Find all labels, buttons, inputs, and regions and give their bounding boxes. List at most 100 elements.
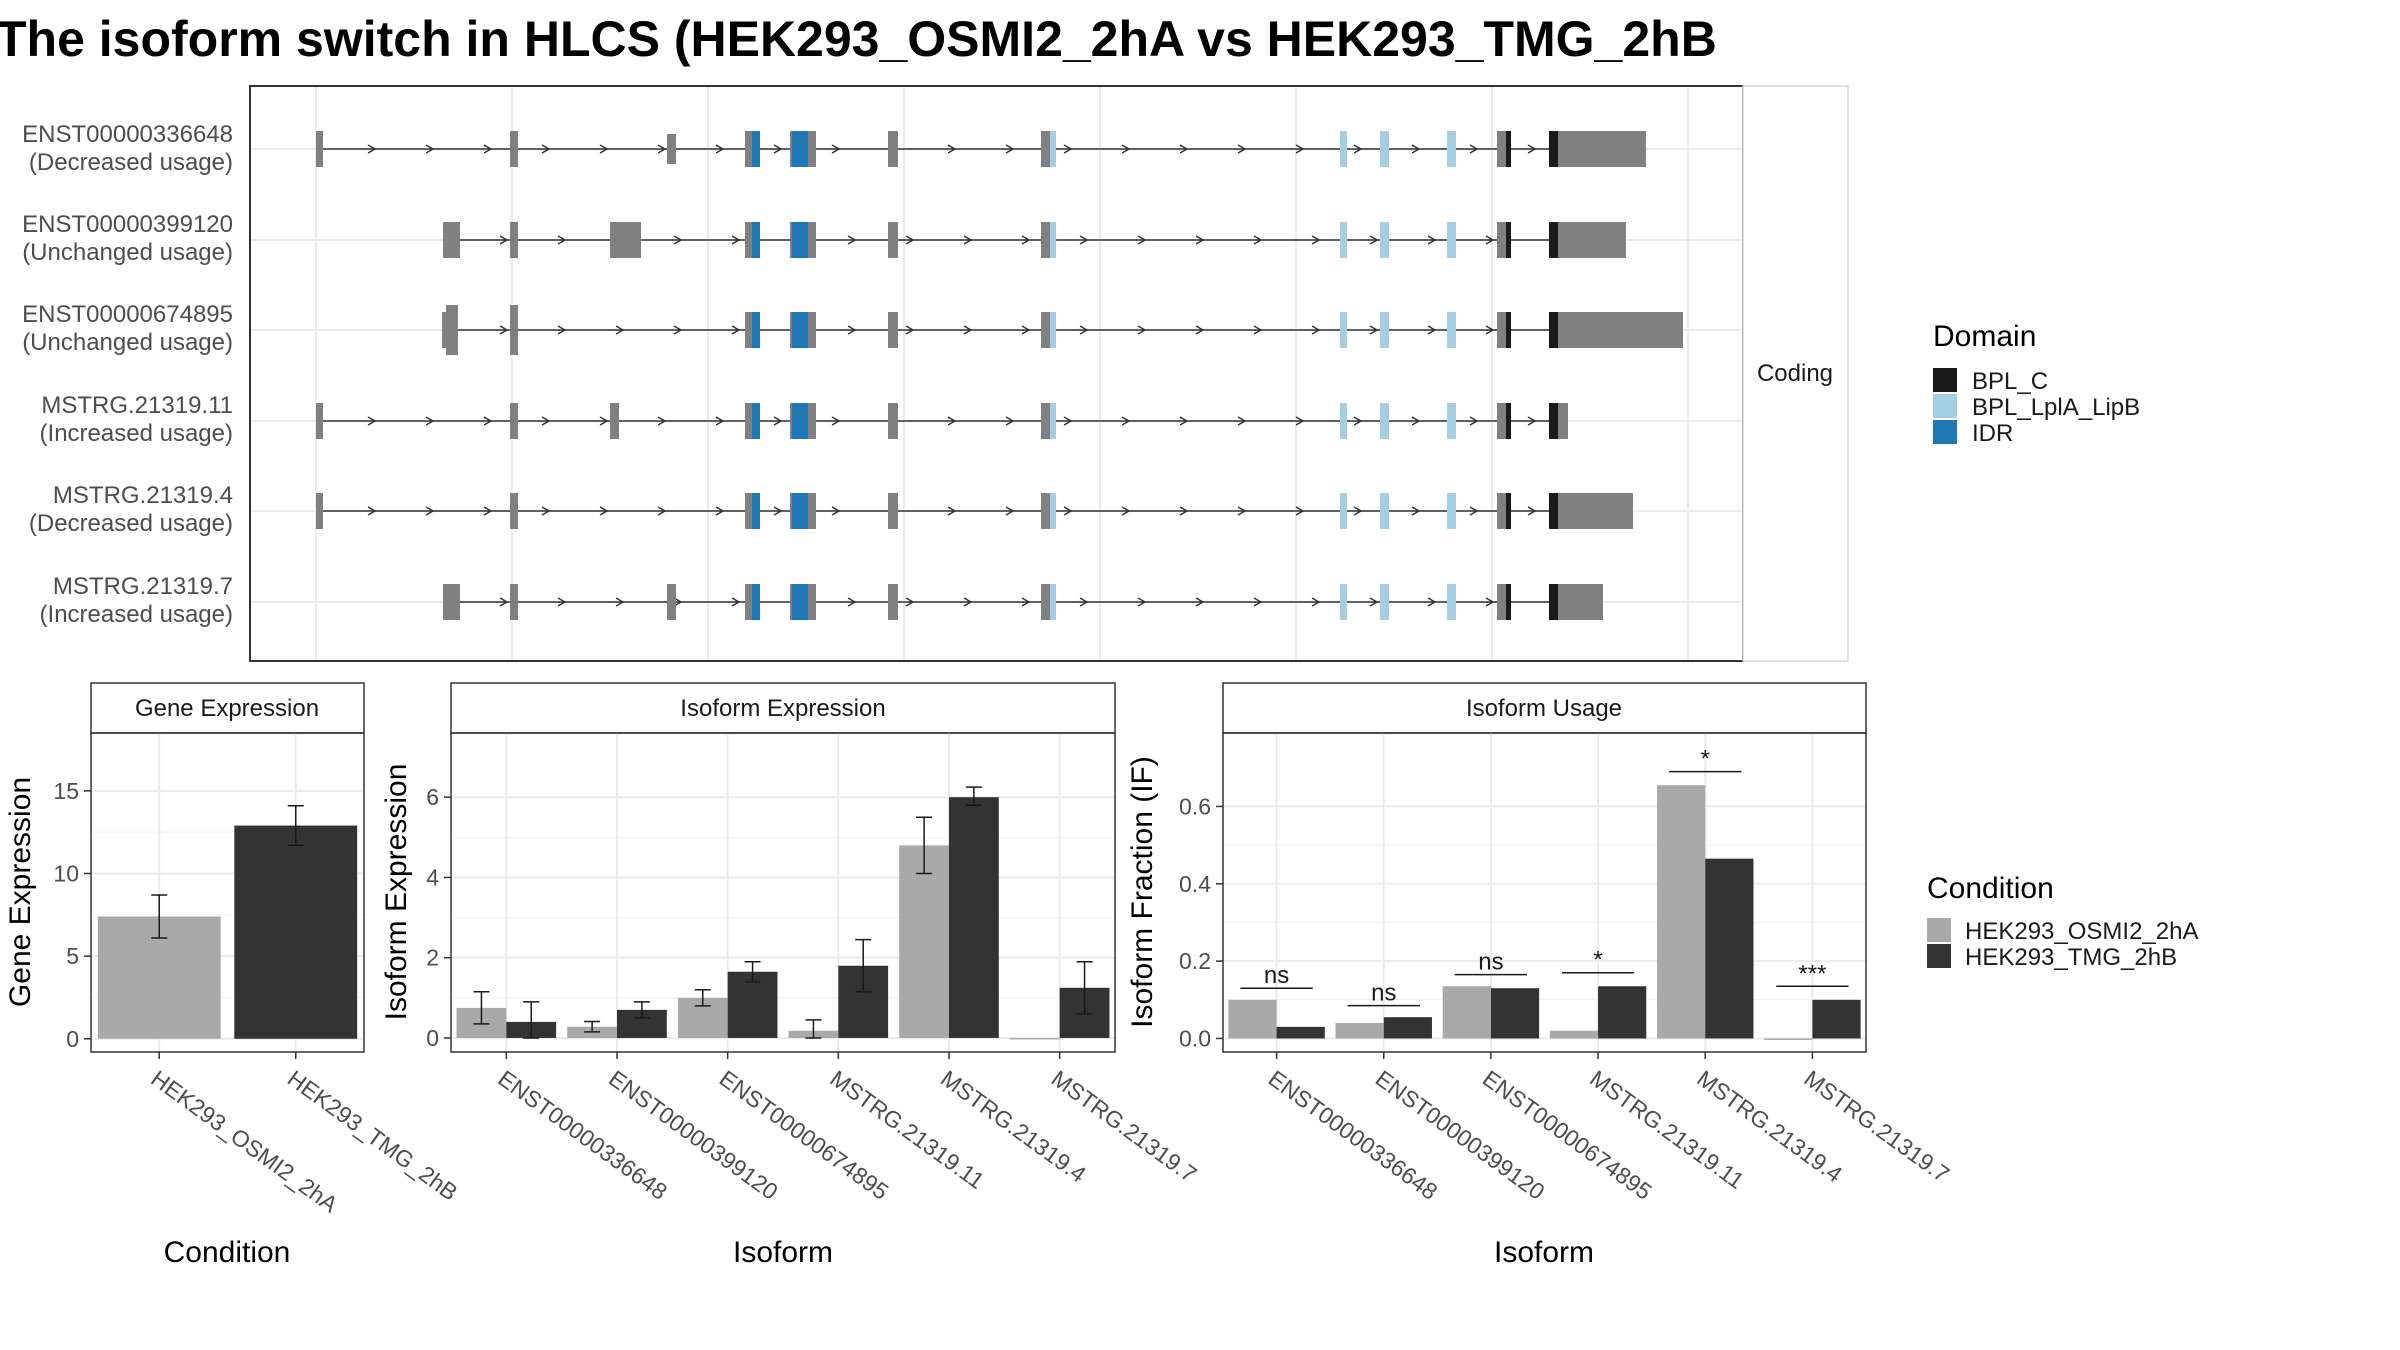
- strand-arrow: [905, 325, 915, 335]
- domain-block-idr: [792, 493, 808, 529]
- gene-y-ticks: 0 5 10 15: [53, 778, 91, 1052]
- domain-block-idr: [752, 312, 760, 348]
- strand-arrow: [657, 144, 667, 154]
- strand-arrow: [1427, 597, 1437, 607]
- isoform-label-id: ENST00000674895: [22, 301, 233, 328]
- strand-arrow: [599, 416, 609, 426]
- domain-block-bpl-c: [1549, 312, 1558, 348]
- domain-block-bpl-c: [1549, 403, 1558, 439]
- y-tick-label: 0: [66, 1026, 79, 1052]
- strand-arrow: [657, 416, 667, 426]
- strand-arrow: [1353, 416, 1363, 426]
- exon-block: [443, 222, 460, 258]
- domain-block-bpl-lpla-lipb: [1447, 493, 1456, 529]
- exon-block: [316, 493, 323, 529]
- strand-arrow: [1353, 506, 1363, 516]
- strand-arrow: [615, 597, 625, 607]
- domain-block-bpl-c: [1506, 584, 1511, 620]
- data-bar: [1812, 999, 1861, 1039]
- strand-arrow: [1411, 506, 1421, 516]
- strand-arrow: [1427, 325, 1437, 335]
- strand-arrow: [1411, 144, 1421, 154]
- exon-block: [1558, 222, 1626, 258]
- isoform-label-id: ENST00000399120: [22, 211, 233, 238]
- y-tick-label: 6: [426, 784, 439, 810]
- strand-arrow: [1253, 235, 1263, 245]
- domain-block-bpl-c: [1549, 584, 1558, 620]
- exon-block: [888, 131, 898, 167]
- strand-arrow: [425, 144, 435, 154]
- domain-block-idr: [752, 131, 760, 167]
- domain-block-bpl-lpla-lipb: [1447, 403, 1456, 439]
- domain-block-idr: [792, 584, 808, 620]
- strand-arrow: [1195, 325, 1205, 335]
- strand-arrow: [773, 506, 783, 516]
- strand-arrow: [731, 597, 741, 607]
- domain-block-idr: [792, 131, 808, 167]
- strand-arrow: [831, 506, 841, 516]
- strand-arrow: [1063, 144, 1073, 154]
- transcript-track: [442, 305, 1683, 355]
- domain-block-bpl-lpla-lipb: [1340, 222, 1347, 258]
- data-bar: [1598, 986, 1647, 1039]
- strand-arrow: [963, 325, 973, 335]
- significance-label: ns: [1264, 962, 1289, 989]
- usage-gridlines: [1223, 733, 1866, 1052]
- domain-block-bpl-lpla-lipb: [1447, 584, 1456, 620]
- strand-arrow: [541, 144, 551, 154]
- iso-bars: [456, 786, 1110, 1040]
- domain-block-bpl-lpla-lipb: [1447, 131, 1456, 167]
- data-bar: [949, 797, 999, 1038]
- iso-plot-frame: [450, 732, 1116, 1053]
- strand-arrow: [1311, 235, 1321, 245]
- strand-arrow: [483, 416, 493, 426]
- exon-block: [667, 584, 676, 620]
- gene-bars: [97, 804, 358, 1039]
- iso-gridlines: [451, 733, 1115, 1052]
- strand-arrow: [1353, 144, 1363, 154]
- strand-arrow: [599, 506, 609, 516]
- strand-arrow: [1485, 325, 1495, 335]
- strand-arrow: [731, 325, 741, 335]
- exon-block: [610, 403, 619, 439]
- strand-arrow: [1369, 325, 1379, 335]
- strand-arrow: [483, 144, 493, 154]
- strand-arrow: [1311, 325, 1321, 335]
- domain-block-bpl-lpla-lipb: [1050, 131, 1056, 167]
- domain-block-idr: [792, 403, 808, 439]
- strand-arrow: [1079, 235, 1089, 245]
- domain-block-bpl-lpla-lipb: [1340, 131, 1347, 167]
- data-bar: [1657, 785, 1706, 1039]
- data-bar: [1335, 1023, 1384, 1039]
- usage-y-axis-title: Isoform Fraction (IF): [1126, 756, 1159, 1028]
- domain-block-bpl-lpla-lipb: [1050, 312, 1056, 348]
- strand-arrow: [1527, 416, 1537, 426]
- y-tick-label: 10: [53, 860, 79, 886]
- strand-arrow: [673, 325, 683, 335]
- y-tick-label: 0.2: [1179, 948, 1211, 974]
- usage-plot-frame: [1222, 732, 1867, 1053]
- iso-strip-title: Isoform Expression: [680, 695, 885, 722]
- strand-arrow: [367, 416, 377, 426]
- exon-block: [888, 493, 898, 529]
- legend-swatch-bpl-c: [1933, 368, 1957, 392]
- exon-block: [510, 222, 518, 258]
- strand-arrow: [1469, 144, 1479, 154]
- strand-arrow: [1137, 597, 1147, 607]
- strand-arrow: [1179, 144, 1189, 154]
- exon-block: [442, 312, 449, 348]
- significance-label: *: [1701, 746, 1710, 773]
- domain-block-idr: [752, 222, 760, 258]
- isoform-label-usage: (Unchanged usage): [22, 239, 233, 266]
- significance-label: ns: [1478, 949, 1503, 976]
- gene-x-axis-title: Condition: [164, 1236, 291, 1269]
- strand-arrow: [425, 506, 435, 516]
- data-bar: [899, 845, 949, 1038]
- strand-arrow: [1195, 235, 1205, 245]
- domain-block-bpl-c: [1506, 131, 1511, 167]
- strand-arrow: [367, 506, 377, 516]
- data-bar: [1764, 1038, 1813, 1040]
- strand-arrow: [599, 144, 609, 154]
- y-tick-label: 15: [53, 778, 79, 804]
